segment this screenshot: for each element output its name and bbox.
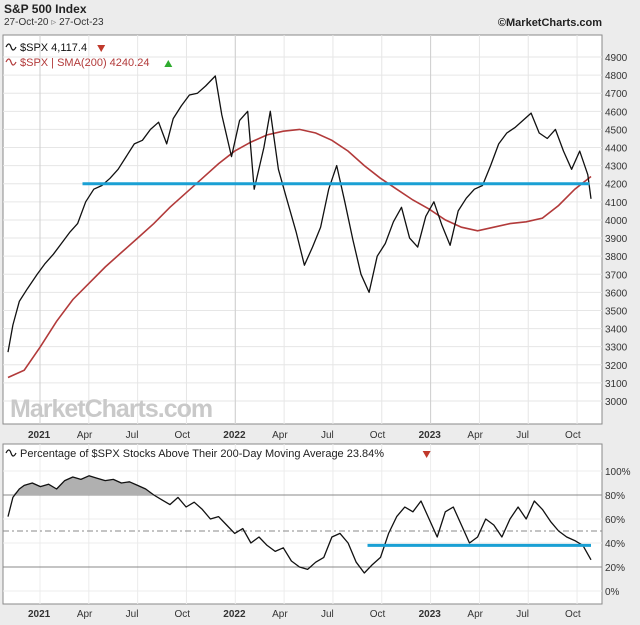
x-tick-label: 2021 bbox=[28, 430, 51, 441]
sma-200-line bbox=[7, 128, 592, 379]
price-y-tick: 3500 bbox=[605, 306, 628, 317]
breadth-y-axis: 0% 20% 40% 60% 80% 100% bbox=[605, 467, 631, 598]
price-y-tick: 3200 bbox=[605, 361, 628, 372]
price-y-tick: 4100 bbox=[605, 198, 628, 209]
price-y-tick: 4800 bbox=[605, 71, 628, 82]
breadth-series-group bbox=[7, 475, 592, 574]
breadth-y-tick: 60% bbox=[605, 515, 625, 526]
price-y-tick: 3600 bbox=[605, 288, 628, 299]
price-panel-background bbox=[2, 34, 603, 425]
price-y-tick: 4700 bbox=[605, 89, 628, 100]
price-y-tick: 3000 bbox=[605, 397, 628, 408]
x-tick-label: Apr bbox=[467, 609, 483, 620]
x-tick-label: Jul bbox=[516, 609, 529, 620]
up-arrow-icon bbox=[164, 60, 173, 67]
breadth-panel-background bbox=[2, 443, 603, 605]
x-tick-label: 2022 bbox=[223, 430, 246, 441]
legend-line-icon bbox=[5, 43, 17, 51]
price-y-tick: 4900 bbox=[605, 53, 628, 64]
price-y-axis: 3000 3100 3200 3300 3400 3500 3600 3700 3800 3900… bbox=[605, 53, 628, 408]
legend-line-icon bbox=[5, 58, 17, 66]
x-tick-label: 2022 bbox=[223, 609, 246, 620]
breadth-legend: Percentage of $SPX Stocks Above Their 20… bbox=[5, 448, 431, 460]
x-tick-label: 2023 bbox=[419, 609, 442, 620]
down-arrow-icon bbox=[97, 45, 106, 52]
x-tick-label: Jul bbox=[126, 430, 139, 441]
x-axis-bottom: 2021 Apr Jul Oct 2022 Apr Jul Oct 2023 Apr Jul Oct bbox=[28, 609, 581, 620]
price-legend: $SPX 4,117.4 $SPX | SMA(200) 4240.24 bbox=[5, 42, 173, 69]
price-y-tick: 3800 bbox=[605, 252, 628, 263]
x-tick-label: Apr bbox=[272, 609, 288, 620]
x-tick-label: Apr bbox=[77, 609, 93, 620]
x-tick-label: Apr bbox=[272, 430, 288, 441]
breadth-y-tick: 100% bbox=[605, 467, 631, 478]
x-tick-label: Jul bbox=[321, 609, 334, 620]
price-y-tick: 3400 bbox=[605, 325, 628, 336]
copyright-label: ©MarketCharts.com bbox=[497, 17, 602, 29]
overbought-area bbox=[8, 475, 591, 495]
price-legend-label: $SPX | SMA(200) 4240.24 bbox=[20, 57, 149, 69]
x-tick-label: Apr bbox=[467, 430, 483, 441]
x-tick-label: Oct bbox=[565, 430, 581, 441]
x-tick-label: Apr bbox=[77, 430, 93, 441]
x-tick-label: 2023 bbox=[419, 430, 442, 441]
x-tick-label: 2021 bbox=[28, 609, 51, 620]
price-y-tick: 4200 bbox=[605, 180, 628, 191]
x-tick-label: Oct bbox=[565, 609, 581, 620]
date-range-end: 27-Oct-23 bbox=[59, 17, 104, 28]
x-tick-label: Oct bbox=[174, 609, 190, 620]
price-y-tick: 3700 bbox=[605, 270, 628, 281]
breadth-legend-label: Percentage of $SPX Stocks Above Their 20… bbox=[20, 448, 384, 460]
price-series-group bbox=[7, 75, 592, 379]
price-gridlines bbox=[3, 35, 602, 424]
breadth-line bbox=[7, 475, 592, 574]
price-y-tick: 3900 bbox=[605, 234, 628, 245]
breadth-y-tick: 0% bbox=[605, 587, 620, 598]
breadth-y-tick: 40% bbox=[605, 539, 625, 550]
x-tick-label: Jul bbox=[126, 609, 139, 620]
breadth-y-tick: 20% bbox=[605, 563, 625, 574]
x-axis-top: 2021 Apr Jul Oct 2022 Apr Jul Oct 2023 Apr Jul Oct bbox=[28, 430, 581, 441]
price-y-tick: 3100 bbox=[605, 379, 628, 390]
date-range: 27-Oct-20 ▹ 27-Oct-23 bbox=[4, 17, 104, 28]
date-range-separator-icon: ▹ bbox=[51, 17, 57, 28]
price-y-tick: 4300 bbox=[605, 162, 628, 173]
x-tick-label: Oct bbox=[174, 430, 190, 441]
x-tick-label: Jul bbox=[516, 430, 529, 441]
price-legend-label: $SPX 4,117.4 bbox=[20, 42, 87, 54]
watermark: MarketCharts.com bbox=[10, 395, 212, 423]
breadth-y-tick: 80% bbox=[605, 491, 625, 502]
x-tick-label: Oct bbox=[370, 609, 386, 620]
down-arrow-icon bbox=[422, 451, 431, 458]
legend-line-icon bbox=[5, 449, 17, 457]
chart-title: S&P 500 Index bbox=[4, 2, 87, 16]
x-tick-label: Oct bbox=[370, 430, 386, 441]
price-y-tick: 4500 bbox=[605, 125, 628, 136]
price-y-tick: 4600 bbox=[605, 107, 628, 118]
date-range-start: 27-Oct-20 bbox=[4, 17, 49, 28]
price-y-tick: 4400 bbox=[605, 144, 628, 155]
price-y-tick: 3300 bbox=[605, 343, 628, 354]
price-y-tick: 4000 bbox=[605, 216, 628, 227]
x-tick-label: Jul bbox=[321, 430, 334, 441]
